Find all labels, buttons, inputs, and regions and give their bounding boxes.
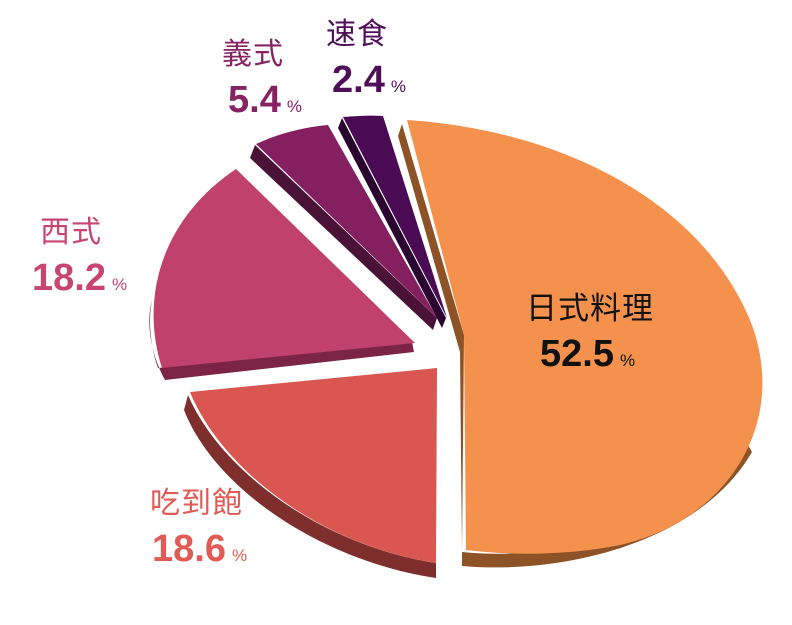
label-western-name: 西式: [40, 215, 102, 250]
label-western: 西式 18.2%: [32, 215, 128, 299]
label-italian-name: 義式: [222, 37, 284, 72]
slice-western-top: [153, 169, 415, 368]
label-buffet: 吃到飽 18.6%: [150, 486, 248, 570]
slice-fastfood-top: [343, 115, 447, 318]
slice-buffet[interactable]: [184, 368, 437, 578]
label-fastfood-unit: %: [390, 77, 406, 96]
label-italian-unit: %: [286, 97, 302, 116]
slice-japanese-top: [407, 120, 763, 554]
label-japanese-unit: %: [619, 351, 636, 370]
label-italian-value: 5.4: [228, 79, 281, 121]
slice-italian-top: [256, 125, 437, 318]
label-fastfood: 速食 2.4%: [326, 17, 406, 101]
label-fastfood-name: 速食: [326, 17, 388, 52]
label-western-value: 18.2: [32, 257, 106, 299]
label-fastfood-value: 2.4: [332, 59, 385, 101]
label-buffet-unit: %: [231, 546, 248, 565]
slice-fastfood[interactable]: [338, 115, 447, 328]
label-italian: 義式 5.4%: [222, 37, 302, 121]
label-japanese-value: 52.5: [540, 333, 614, 375]
label-buffet-name: 吃到飽: [150, 486, 243, 521]
slice-italian-side: [250, 145, 437, 330]
label-japanese-name: 日式料理: [526, 291, 654, 327]
label-japanese: 日式料理 52.5%: [526, 292, 654, 374]
label-western-unit: %: [111, 275, 128, 294]
slice-buffet-top: [190, 368, 437, 563]
slice-western-side: [149, 300, 414, 380]
slice-fastfood-side: [338, 118, 446, 328]
slice-buffet-side: [184, 395, 436, 578]
slice-italian[interactable]: [250, 125, 437, 330]
slice-western[interactable]: [149, 169, 415, 380]
slice-japanese[interactable]: [398, 120, 763, 568]
label-buffet-value: 18.6: [152, 528, 226, 570]
